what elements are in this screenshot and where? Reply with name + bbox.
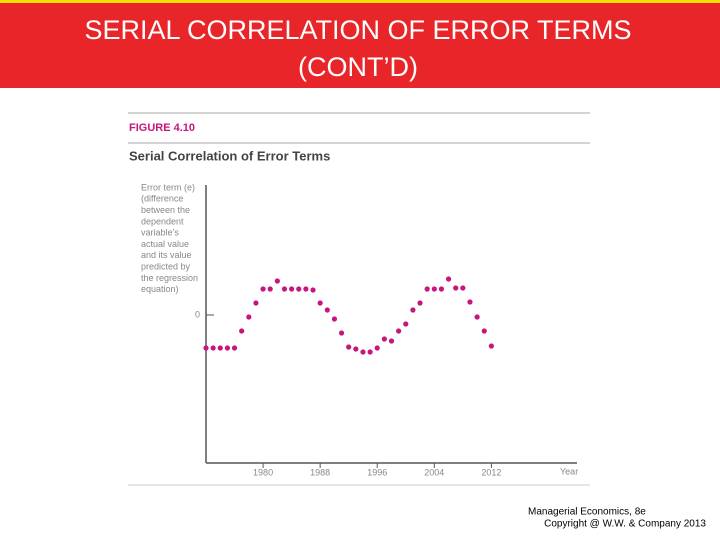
point xyxy=(296,286,302,292)
point xyxy=(396,328,402,334)
point xyxy=(338,330,345,336)
point xyxy=(331,316,338,322)
point xyxy=(310,287,316,293)
point xyxy=(246,314,252,320)
point xyxy=(417,300,423,306)
point xyxy=(453,285,459,291)
point xyxy=(231,345,238,351)
point xyxy=(217,345,223,351)
point xyxy=(224,345,231,351)
x-tick-label: 1980 xyxy=(253,467,273,477)
y-axis-label: actual value xyxy=(141,239,189,249)
figure-label: FIGURE 4.10 xyxy=(129,122,195,134)
y-axis-label: predicted by xyxy=(141,261,191,271)
y-axis-label: the regression xyxy=(141,273,198,283)
y-axis-label: and its value xyxy=(141,250,192,260)
point xyxy=(424,286,430,292)
point xyxy=(274,278,280,284)
y-axis-label: variable’s xyxy=(141,228,179,238)
point xyxy=(467,299,473,305)
point xyxy=(431,286,437,292)
point xyxy=(410,307,416,313)
y-axis-label: equation) xyxy=(141,284,179,294)
y-axis-label: dependent xyxy=(141,216,184,226)
x-tick-label: 2004 xyxy=(424,467,444,477)
point xyxy=(303,286,309,292)
point xyxy=(374,345,380,351)
point xyxy=(317,300,323,306)
y-axis-label: (difference xyxy=(141,194,183,204)
point xyxy=(367,349,373,355)
point xyxy=(324,307,330,313)
y-tick-label: 0 xyxy=(195,309,200,319)
point xyxy=(388,338,395,344)
slide-title: SERIAL CORRELATION OF ERROR TERMS xyxy=(84,15,631,45)
point xyxy=(267,286,273,292)
point xyxy=(438,286,445,292)
point xyxy=(360,349,366,355)
point xyxy=(353,346,359,352)
point xyxy=(488,343,494,349)
x-tick-label: 1988 xyxy=(310,467,330,477)
point xyxy=(210,345,216,351)
point xyxy=(346,344,352,350)
point xyxy=(239,328,245,334)
x-tick-label: 2012 xyxy=(481,467,501,477)
point xyxy=(460,285,466,291)
footer: Managerial Economics, 8e xyxy=(528,507,646,518)
y-axis-label: between the xyxy=(141,205,190,215)
title-bar xyxy=(0,0,720,88)
point xyxy=(203,345,209,351)
point xyxy=(481,328,487,334)
y-axis-label: Error term (e) xyxy=(141,182,195,192)
footer: Copyright @ W.W. & Company 2013 xyxy=(544,519,706,530)
slide-title: (CONT’D) xyxy=(298,52,418,82)
point xyxy=(403,321,409,327)
point xyxy=(474,314,480,320)
point xyxy=(260,286,266,292)
point xyxy=(381,336,387,342)
point xyxy=(281,286,288,292)
chart-title: Serial Correlation of Error Terms xyxy=(129,148,330,163)
point xyxy=(253,300,259,306)
x-axis-label: Year xyxy=(560,466,578,476)
x-tick-label: 1996 xyxy=(367,467,387,477)
title-stripe xyxy=(0,0,720,3)
point xyxy=(445,276,452,282)
point xyxy=(289,286,295,292)
